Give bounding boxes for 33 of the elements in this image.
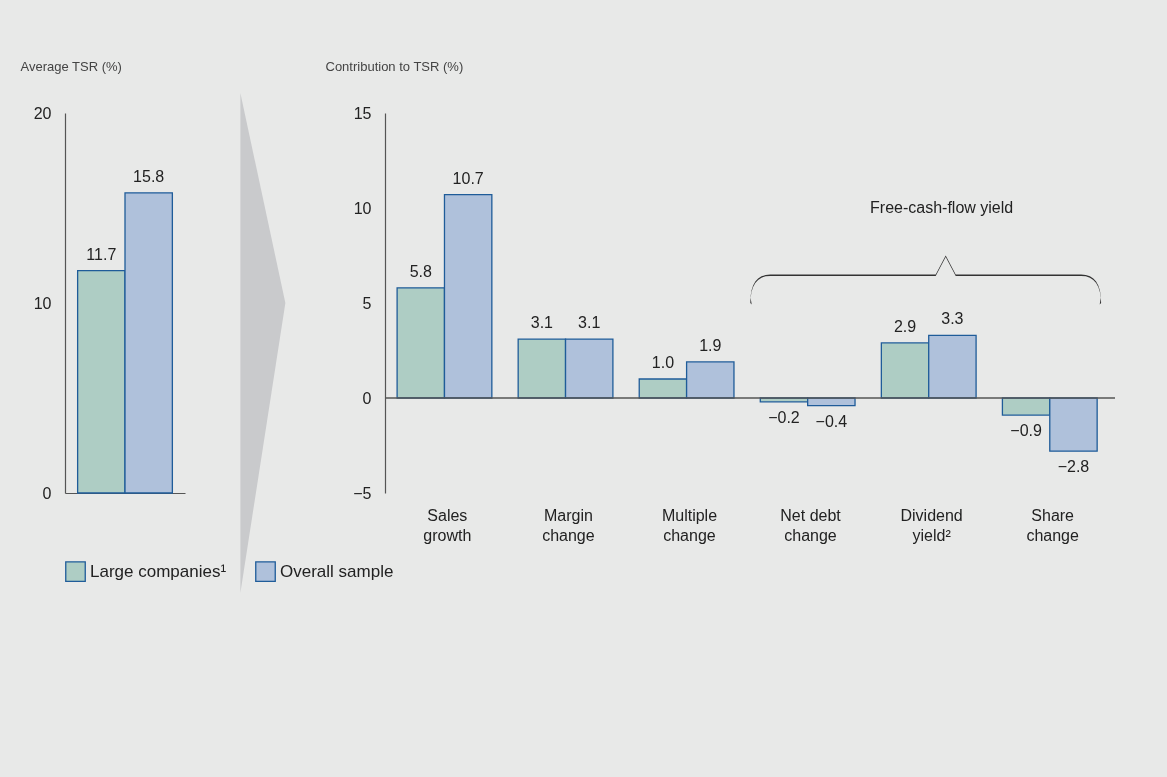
data-label: 10.7 bbox=[452, 169, 484, 187]
y-tick-label: 20 bbox=[33, 104, 52, 122]
y-tick-label: 10 bbox=[353, 199, 372, 217]
data-label: 11.7 bbox=[86, 245, 117, 263]
data-label: 5.8 bbox=[409, 262, 433, 280]
legend-label: Large companies¹ bbox=[90, 561, 227, 581]
y-tick-label: 0 bbox=[362, 389, 372, 407]
x-tick-label: Sales growth bbox=[423, 506, 472, 544]
y-axis-title: Average TSR (%) bbox=[20, 58, 122, 74]
y-tick-label: 10 bbox=[33, 294, 52, 312]
x-tick-label: Margin change bbox=[542, 506, 595, 544]
data-label: −2.8 bbox=[1057, 458, 1090, 476]
data-label: −0.9 bbox=[1010, 422, 1042, 440]
annotation: Free-cash-flow yield bbox=[870, 199, 1014, 216]
y-tick-label: 5 bbox=[362, 294, 372, 312]
x-tick-label: Net debt change bbox=[780, 506, 842, 544]
x-tick-label: Multiple change bbox=[661, 506, 718, 544]
data-label: 3.3 bbox=[941, 310, 964, 328]
legend-label: Overall sample bbox=[280, 561, 394, 581]
data-label: 15.8 bbox=[133, 167, 165, 185]
data-label: 1.0 bbox=[651, 354, 675, 371]
y-tick-label: −5 bbox=[353, 484, 372, 502]
y-tick-label: 0 bbox=[42, 484, 52, 502]
y-tick-label: 15 bbox=[353, 104, 372, 122]
data-label: −0.4 bbox=[815, 412, 848, 430]
data-label: 3.1 bbox=[530, 314, 554, 332]
data-label: −0.2 bbox=[768, 408, 800, 426]
x-tick-label: Dividend yield² bbox=[900, 506, 963, 544]
data-label: 1.9 bbox=[699, 336, 722, 354]
data-label: 3.1 bbox=[578, 314, 601, 332]
x-tick-label: Share change bbox=[1026, 506, 1079, 544]
data-label: 2.9 bbox=[893, 317, 917, 335]
y-axis-title: Contribution to TSR (%) bbox=[325, 58, 464, 74]
